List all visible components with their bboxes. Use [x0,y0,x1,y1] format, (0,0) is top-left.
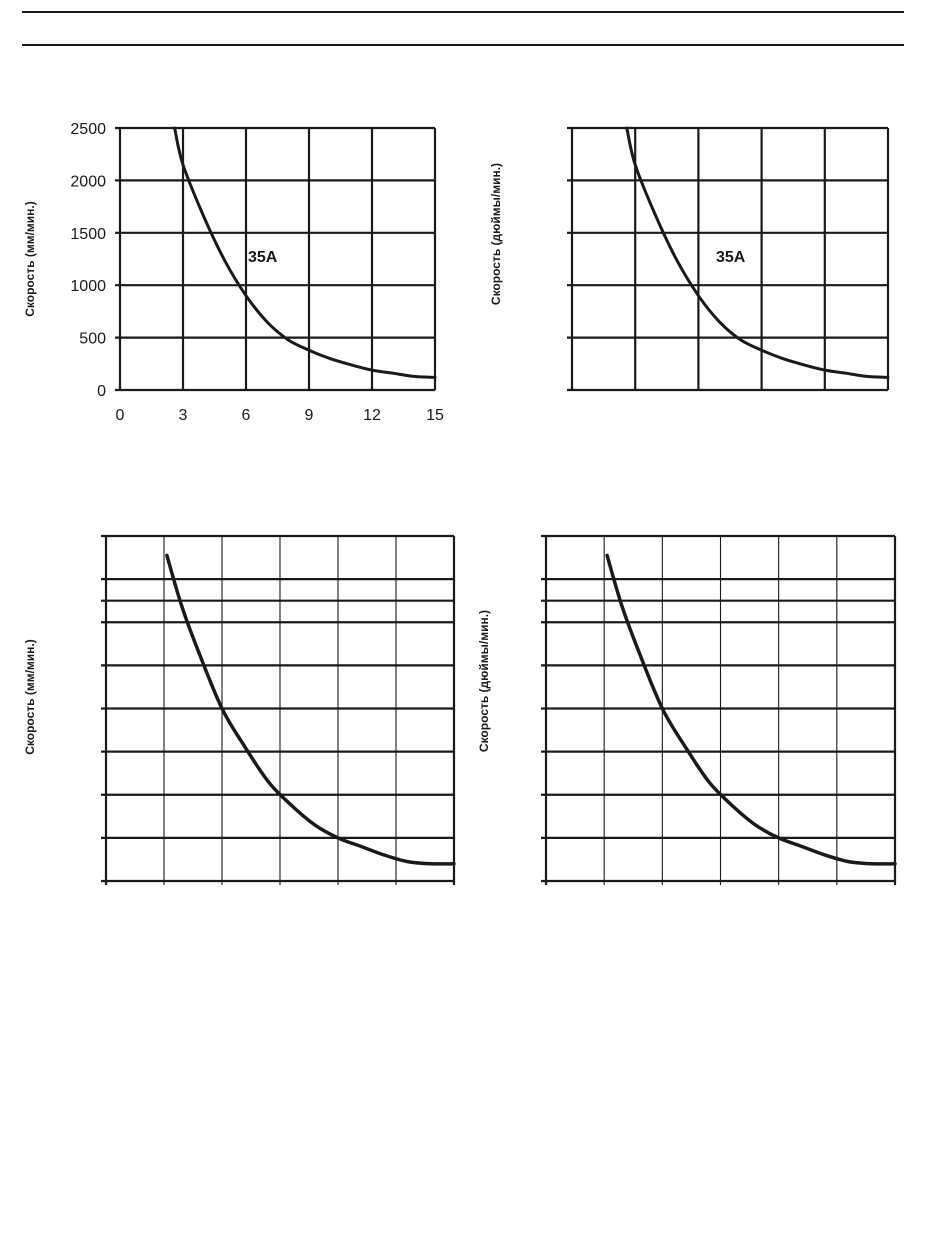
chart1-y-tick-1000: 1000 [70,278,106,295]
chart1-x-tick-12: 12 [363,407,381,424]
header-rule-top [22,11,904,13]
chart1-annotation: 35A [248,249,278,266]
chart1-y-tick-500: 500 [79,331,106,348]
chart4-series-line-0 [605,553,897,866]
chart1-x-tick-6: 6 [242,407,251,424]
chart1-y-tick-2000: 2000 [70,173,106,190]
chart2-series-line-0 [625,126,890,379]
header-rule-bottom [22,44,904,46]
chart1-x-tick-15: 15 [426,407,444,424]
chart1-series-line-0 [173,126,437,379]
chart1-x-tick-9: 9 [305,407,314,424]
chart1-x-tick-0: 0 [116,407,125,424]
chart3-y-axis-label: Скорость (мм/мин.) [23,639,37,755]
chart1-y-tick-1500: 1500 [70,226,106,243]
chart2-annotation: 35A [716,249,746,266]
chart1-y-tick-0: 0 [97,383,106,400]
chart3-series-line-0 [165,553,456,866]
chart1-x-tick-3: 3 [179,407,188,424]
chart1-y-tick-2500: 2500 [70,121,106,138]
chart2-y-axis-label: Скорость (дюймы/мин.) [489,163,503,305]
chart4-y-axis-label: Скорость (дюймы/мин.) [477,610,491,752]
chart1-y-axis-label: Скорость (мм/мин.) [23,201,37,317]
